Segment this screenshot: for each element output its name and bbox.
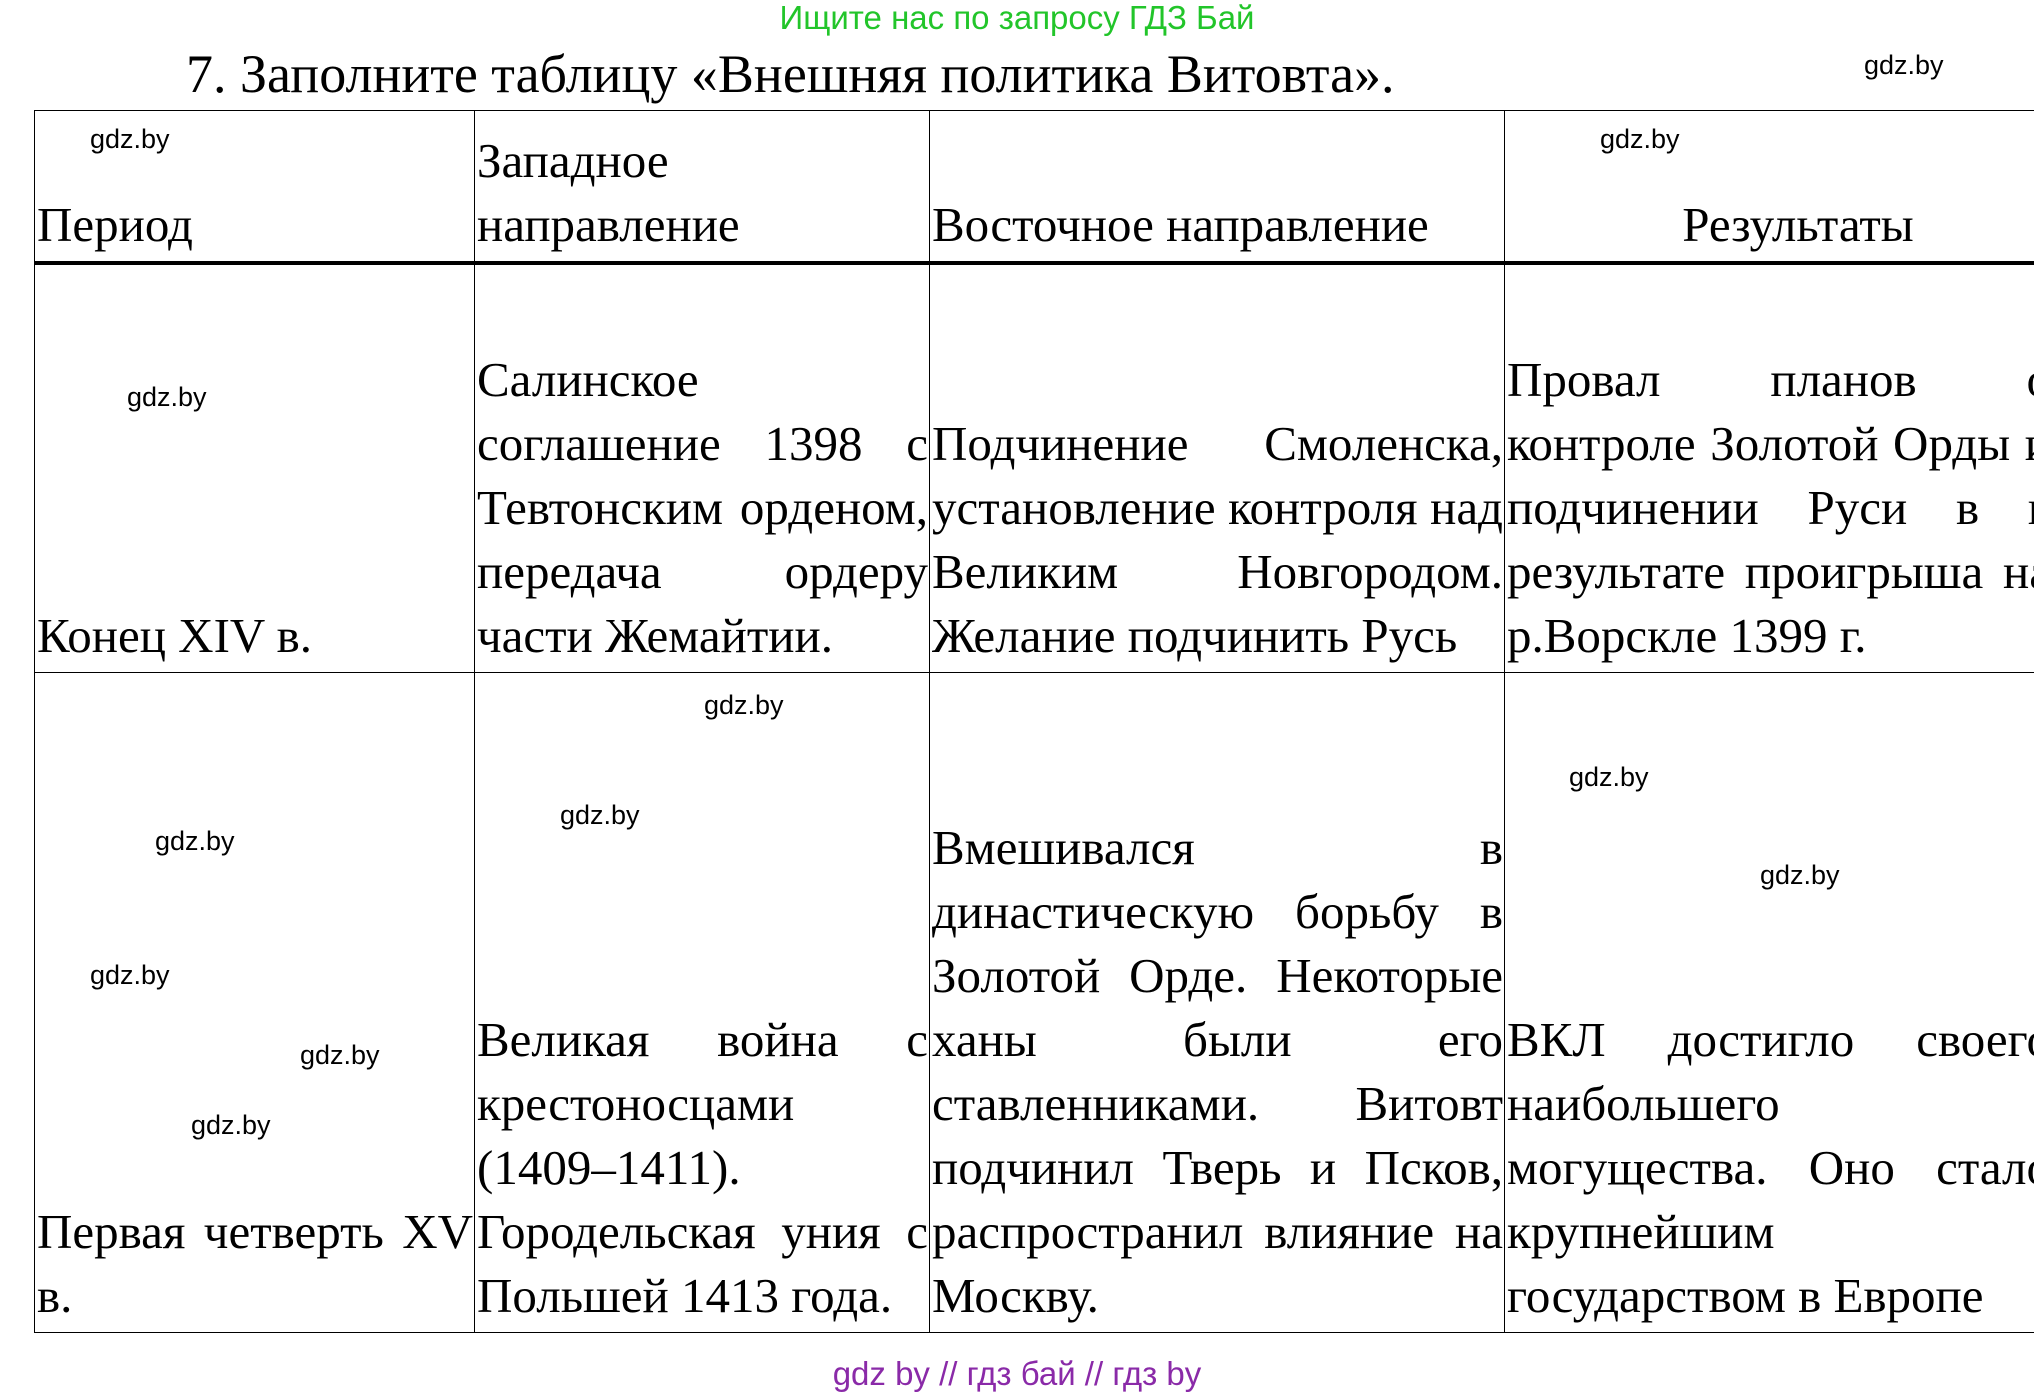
watermark: gdz.by — [1864, 50, 1944, 80]
watermark: gdz.by — [90, 960, 170, 990]
header-east: Восточное направление — [929, 110, 1505, 265]
watermark: gdz.by — [300, 1040, 380, 1070]
cell-period: Конец XIV в. — [34, 262, 475, 673]
cell-west: Салинское соглашение 1398 с Тевтонским о… — [474, 262, 930, 673]
watermark: gdz.by — [127, 382, 207, 412]
header-west: Западное направление — [474, 110, 930, 265]
table-row: Первая четверть XV в. Великая война с кр… — [34, 672, 2034, 1333]
cell-results: ВКЛ достигло своего наибольшего могущест… — [1504, 672, 2034, 1333]
watermark: gdz.by — [560, 800, 640, 830]
cell-period: Первая четверть XV в. — [34, 672, 475, 1333]
header-period: Период — [34, 110, 475, 265]
cell-west: Великая война с крестоносцами (1409–1411… — [474, 672, 930, 1333]
watermark: gdz.by — [191, 1110, 271, 1140]
footer-watermark: gdz by // гдз бай // гдз by — [832, 1355, 1202, 1392]
table-header-row: Период Западное направление Восточное на… — [34, 110, 2034, 265]
cell-east: Подчинение Смоленска, установление контр… — [929, 262, 1505, 673]
vitovt-policy-table: Период Западное направление Восточное на… — [34, 110, 2034, 1333]
watermark: gdz.by — [1760, 860, 1840, 890]
watermark: gdz.by — [704, 690, 784, 720]
watermark: gdz.by — [1569, 762, 1649, 792]
watermark: gdz.by — [90, 124, 170, 154]
watermark: gdz.by — [155, 826, 235, 856]
header-results: Результаты — [1504, 110, 2034, 265]
cell-east: Вмешивался в династическую борьбу в Золо… — [929, 672, 1505, 1333]
cell-results: Провал планов о контроле Золотой Орды и … — [1504, 262, 2034, 673]
page-title: 7. Заполните таблицу «Внешняя политика В… — [186, 44, 1395, 104]
table-row: Конец XIV в. Салинское соглашение 1398 с… — [34, 262, 2034, 673]
watermark: gdz.by — [1600, 124, 1680, 154]
search-banner: Ищите нас по запросу ГДЗ Бай — [779, 0, 1255, 36]
